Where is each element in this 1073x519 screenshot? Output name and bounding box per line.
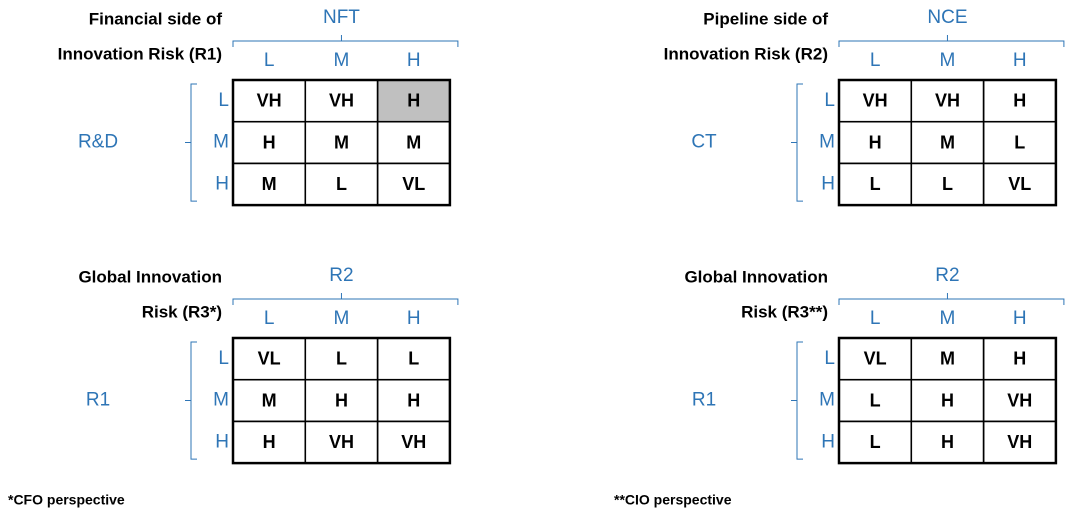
row-brace (791, 341, 803, 460)
matrix-title: Innovation Risk (R2) (664, 44, 828, 63)
column-level: M (940, 50, 956, 71)
row-level: M (819, 132, 835, 153)
cell-value: L (336, 174, 347, 194)
row-level: H (821, 173, 835, 194)
column-level: M (940, 308, 956, 329)
cell-value: H (1013, 349, 1026, 369)
cell-value: VL (258, 349, 281, 369)
cell-value: H (263, 432, 276, 452)
row-level: L (824, 90, 835, 111)
cell-value: H (407, 390, 420, 410)
cell-value: H (1013, 91, 1026, 111)
cell-value: M (940, 132, 955, 152)
cell-value: H (407, 91, 420, 111)
row-axis-label: CT (691, 132, 717, 153)
matrix-title: Risk (R3*) (142, 302, 222, 321)
row-level: H (821, 431, 835, 452)
cell-value: VH (863, 91, 888, 111)
cell-value: VH (401, 432, 426, 452)
row-level: L (218, 90, 229, 111)
cell-value: VL (864, 349, 887, 369)
cell-value: L (870, 432, 881, 452)
matrix-border (231, 78, 452, 207)
cell-value: VH (935, 91, 960, 111)
matrix-border (837, 336, 1058, 465)
row-axis-label: R1 (692, 390, 716, 411)
column-axis-label: NCE (927, 7, 967, 28)
cell-value: L (408, 349, 419, 369)
row-brace (185, 341, 197, 460)
column-brace (232, 35, 459, 47)
matrix-border (837, 78, 1058, 207)
cell-value: H (941, 390, 954, 410)
column-level: H (407, 50, 421, 71)
matrix-title: Pipeline side of (703, 9, 828, 28)
column-level: L (870, 308, 881, 329)
cell-value: H (335, 390, 348, 410)
cell-value: M (262, 174, 277, 194)
matrix-title: Innovation Risk (R1) (58, 44, 222, 63)
cell-value: L (336, 349, 347, 369)
column-level: M (334, 50, 350, 71)
cell-value: M (262, 390, 277, 410)
cell-value: L (1014, 132, 1025, 152)
footnote: *CFO perspective (8, 492, 125, 508)
column-level: L (264, 50, 275, 71)
row-level: M (213, 132, 229, 153)
column-level: H (407, 308, 421, 329)
matrix-title: Financial side of (89, 9, 223, 28)
row-level: L (824, 348, 835, 369)
matrix-title: Global Innovation (684, 267, 828, 286)
cell-value: VH (1007, 432, 1032, 452)
matrix-border (231, 336, 452, 465)
row-level: H (215, 173, 229, 194)
column-axis-label: NFT (323, 7, 360, 28)
column-level: L (870, 50, 881, 71)
cell-value: M (940, 349, 955, 369)
column-level: H (1013, 308, 1027, 329)
column-brace (838, 293, 1065, 305)
cell-value: M (406, 132, 421, 152)
cell-value: H (263, 132, 276, 152)
cell-value: VL (402, 174, 425, 194)
column-brace (232, 293, 459, 305)
row-brace (185, 83, 197, 202)
matrix-title: Global Innovation (78, 267, 222, 286)
highlight-cell (377, 80, 450, 122)
cell-value: VH (1007, 390, 1032, 410)
column-level: M (334, 308, 350, 329)
row-axis-label: R1 (86, 390, 110, 411)
column-level: H (1013, 50, 1027, 71)
cell-value: L (870, 174, 881, 194)
column-axis-label: R2 (329, 265, 353, 286)
cell-value: VH (257, 91, 282, 111)
column-level: L (264, 308, 275, 329)
footnote: **CIO perspective (614, 492, 732, 508)
row-level: M (213, 390, 229, 411)
row-brace (791, 83, 803, 202)
matrix-title: Risk (R3**) (741, 302, 828, 321)
cell-value: VH (329, 432, 354, 452)
cell-value: H (869, 132, 882, 152)
row-axis-label: R&D (78, 132, 118, 153)
cell-value: M (334, 132, 349, 152)
cell-value: VL (1008, 174, 1031, 194)
row-level: M (819, 390, 835, 411)
row-level: L (218, 348, 229, 369)
cell-value: L (870, 390, 881, 410)
column-brace (838, 35, 1065, 47)
cell-value: L (942, 174, 953, 194)
row-level: H (215, 431, 229, 452)
cell-value: H (941, 432, 954, 452)
column-axis-label: R2 (935, 265, 959, 286)
cell-value: VH (329, 91, 354, 111)
